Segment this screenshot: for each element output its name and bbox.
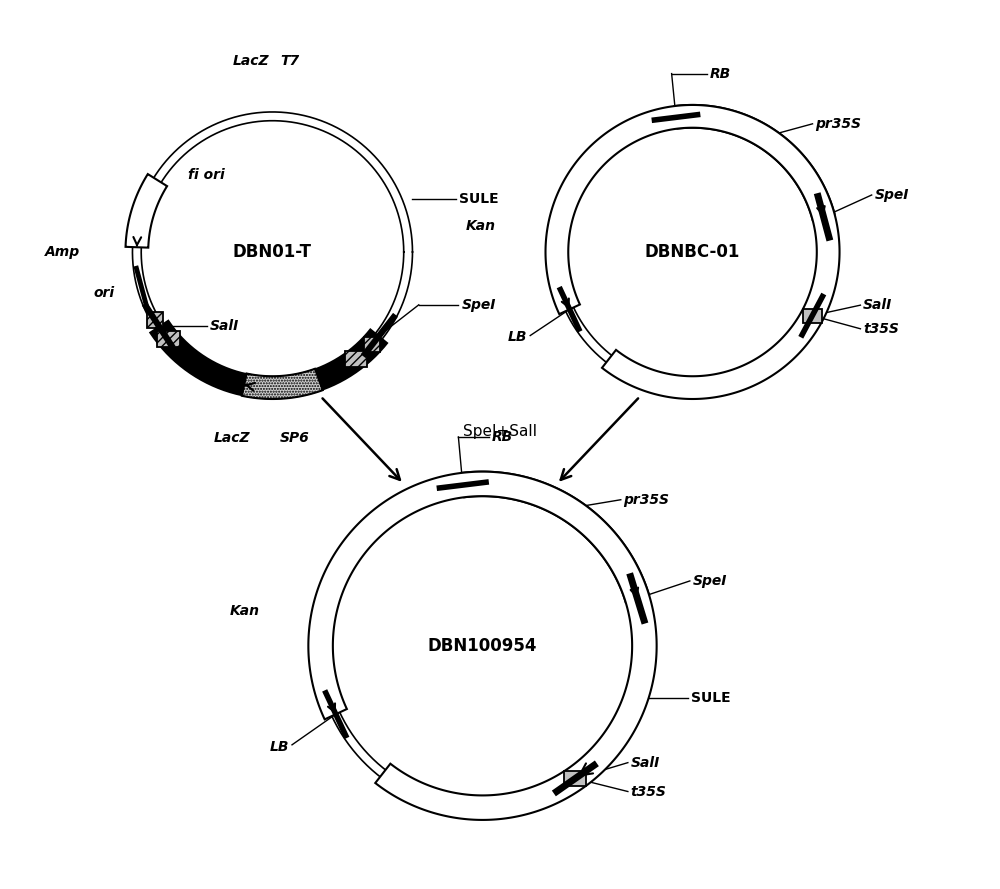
Text: SULE: SULE [459,193,498,206]
Polygon shape [242,369,323,399]
Text: SalI: SalI [630,756,660,770]
Text: SpeI: SpeI [692,574,727,588]
Bar [147,312,163,328]
Text: LB: LB [508,331,528,344]
Polygon shape [461,472,649,602]
Bar [157,332,180,347]
Text: SpeI+SalI: SpeI+SalI [463,424,537,439]
Polygon shape [308,472,657,820]
Text: DBN100954: DBN100954 [428,637,537,655]
Text: Kan: Kan [466,219,496,233]
Text: DBNBC-01: DBNBC-01 [645,243,740,261]
Polygon shape [546,105,840,399]
Bar [345,351,367,367]
Bar [364,337,380,352]
Text: DBN01-T: DBN01-T [233,243,312,261]
Text: SULE: SULE [691,692,730,706]
Text: t35S: t35S [630,784,666,798]
Text: LacZ: LacZ [214,431,251,445]
Text: RB: RB [709,67,730,81]
Text: fi ori: fi ori [188,168,224,182]
Text: ori: ori [94,285,115,300]
Text: RB: RB [492,430,513,444]
Text: SP6: SP6 [279,431,309,445]
Text: Amp: Amp [45,245,80,259]
Text: T7: T7 [280,54,300,68]
Text: LacZ: LacZ [232,54,269,68]
Text: SpeI: SpeI [874,188,909,202]
Text: SpeI: SpeI [462,298,496,312]
Text: LB: LB [270,740,289,754]
Bar [564,771,586,786]
Polygon shape [675,105,835,220]
Bar [803,308,822,323]
Text: SalI: SalI [209,319,239,332]
Polygon shape [126,174,167,248]
Text: t35S: t35S [863,322,899,336]
Text: Kan: Kan [229,604,259,618]
Text: pr35S: pr35S [623,493,669,507]
Text: SalI: SalI [863,298,892,312]
Text: pr35S: pr35S [815,116,861,131]
